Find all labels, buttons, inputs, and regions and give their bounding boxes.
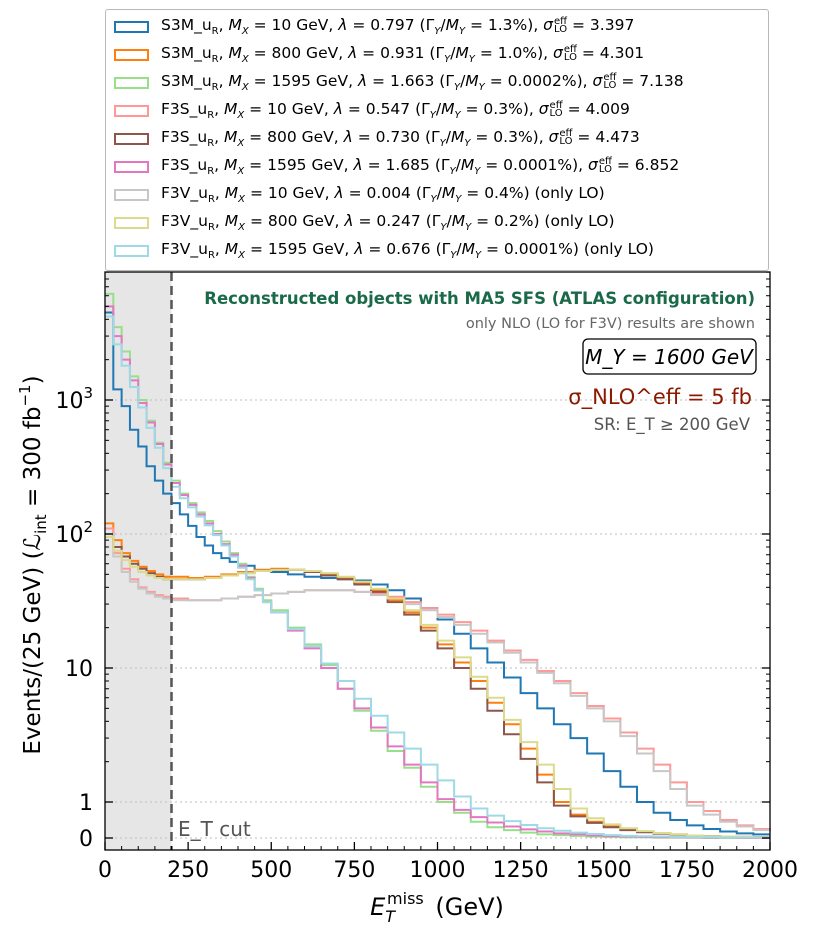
- legend-label: F3S_uR, MX = 800 GeV, λ = 0.730 (ΓY/MY =…: [161, 127, 640, 150]
- y-axis-label: Events/(25 GeV) (ℒint = 300 fb−1): [16, 375, 50, 754]
- x-tick-label-8: 2000: [742, 858, 798, 883]
- mass-box-label: M_Y = 1600 GeV: [585, 345, 754, 369]
- legend-label: S3M_uR, MX = 10 GeV, λ = 0.797 (ΓY/MY = …: [161, 15, 635, 38]
- x-tick-label-5: 1250: [493, 858, 549, 883]
- legend-label: F3V_uR, MX = 800 GeV, λ = 0.247 (ΓY/MY =…: [161, 212, 615, 234]
- y-tick-label-4: 103: [55, 384, 93, 414]
- x-tick-label-2: 500: [250, 858, 292, 883]
- legend-item-4: F3S_uR, MX = 800 GeV, λ = 0.730 (ΓY/MY =…: [114, 127, 640, 151]
- legend-swatch-icon: [114, 245, 149, 257]
- legend-item-0: S3M_uR, MX = 10 GeV, λ = 0.797 (ΓY/MY = …: [114, 15, 634, 39]
- legend-label: S3M_uR, MX = 800 GeV, λ = 0.931 (ΓY/MY =…: [161, 43, 645, 66]
- legend-swatch-icon: [114, 21, 149, 33]
- x-tick-label-6: 1500: [576, 858, 632, 883]
- x-axis-label: ETmiss (GeV): [370, 889, 504, 926]
- legend-label: F3V_uR, MX = 10 GeV, λ = 0.004 (ΓY/MY = …: [161, 184, 605, 206]
- legend-swatch-icon: [114, 189, 149, 201]
- legend-item-6: F3V_uR, MX = 10 GeV, λ = 0.004 (ΓY/MY = …: [114, 183, 605, 207]
- legend-swatch-icon: [114, 133, 149, 145]
- series-7-line: [105, 535, 770, 839]
- y-tick-label-2: 10: [65, 657, 93, 682]
- y-axis-ticks: 0 1 10 102 103: [55, 271, 770, 852]
- legend-item-3: F3S_uR, MX = 10 GeV, λ = 0.547 (ΓY/MY = …: [114, 99, 630, 123]
- annotation-subheader: only NLO (LO for F3V) results are shown: [466, 316, 755, 332]
- x-tick-label-7: 1750: [659, 858, 715, 883]
- legend-item-8: F3V_uR, MX = 1595 GeV, λ = 0.676 (ΓY/MY …: [114, 239, 654, 263]
- legend-label: F3V_uR, MX = 1595 GeV, λ = 0.676 (ΓY/MY …: [161, 240, 654, 262]
- legend-item-1: S3M_uR, MX = 800 GeV, λ = 0.931 (ΓY/MY =…: [114, 43, 644, 67]
- x-tick-label-1: 250: [167, 858, 209, 883]
- legend: S3M_uR, MX = 10 GeV, λ = 0.797 (ΓY/MY = …: [105, 9, 769, 271]
- series-2-line: [105, 292, 770, 839]
- legend-label: F3S_uR, MX = 10 GeV, λ = 0.547 (ΓY/MY = …: [161, 99, 630, 122]
- annotation-header: Reconstructed objects with MA5 SFS (ATLA…: [204, 289, 755, 308]
- y-tick-label-1: 1: [79, 791, 93, 816]
- x-axis-ticks: 0 250 500 750 1000 1250 1500 1750 2000: [98, 842, 798, 883]
- sigma-annotation: σ_NLO^eff = 5 fb: [568, 385, 752, 410]
- legend-item-5: F3S_uR, MX = 1595 GeV, λ = 1.685 (ΓY/MY …: [114, 155, 679, 179]
- series-group: [105, 292, 771, 839]
- legend-swatch-icon: [114, 105, 149, 117]
- legend-swatch-icon: [114, 161, 149, 173]
- x-tick-label-0: 0: [98, 858, 112, 883]
- legend-swatch-icon: [114, 217, 149, 229]
- legend-label: S3M_uR, MX = 1595 GeV, λ = 1.663 (ΓY/MY …: [161, 71, 684, 94]
- y-tick-label-0: 0: [79, 827, 93, 852]
- mass-box-frame: [582, 338, 757, 375]
- legend-label: F3S_uR, MX = 1595 GeV, λ = 1.685 (ΓY/MY …: [161, 155, 680, 178]
- legend-swatch-icon: [114, 49, 149, 61]
- x-tick-label-3: 750: [333, 858, 375, 883]
- y-tick-label-3: 102: [55, 518, 93, 548]
- legend-swatch-icon: [114, 77, 149, 89]
- legend-item-2: S3M_uR, MX = 1595 GeV, λ = 1.663 (ΓY/MY …: [114, 71, 684, 95]
- signal-region-annotation: SR: E_T ≥ 200 GeV: [594, 415, 751, 435]
- x-tick-label-4: 1000: [410, 858, 466, 883]
- cut-label: E_T cut: [178, 817, 251, 841]
- legend-item-7: F3V_uR, MX = 800 GeV, λ = 0.247 (ΓY/MY =…: [114, 211, 615, 235]
